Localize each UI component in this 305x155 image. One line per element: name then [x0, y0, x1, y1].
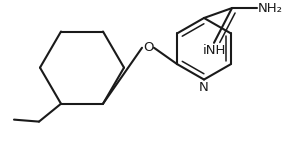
Text: iNH: iNH: [202, 44, 226, 57]
Text: O: O: [143, 41, 153, 54]
Text: NH₂: NH₂: [257, 2, 282, 15]
Text: N: N: [199, 81, 209, 94]
